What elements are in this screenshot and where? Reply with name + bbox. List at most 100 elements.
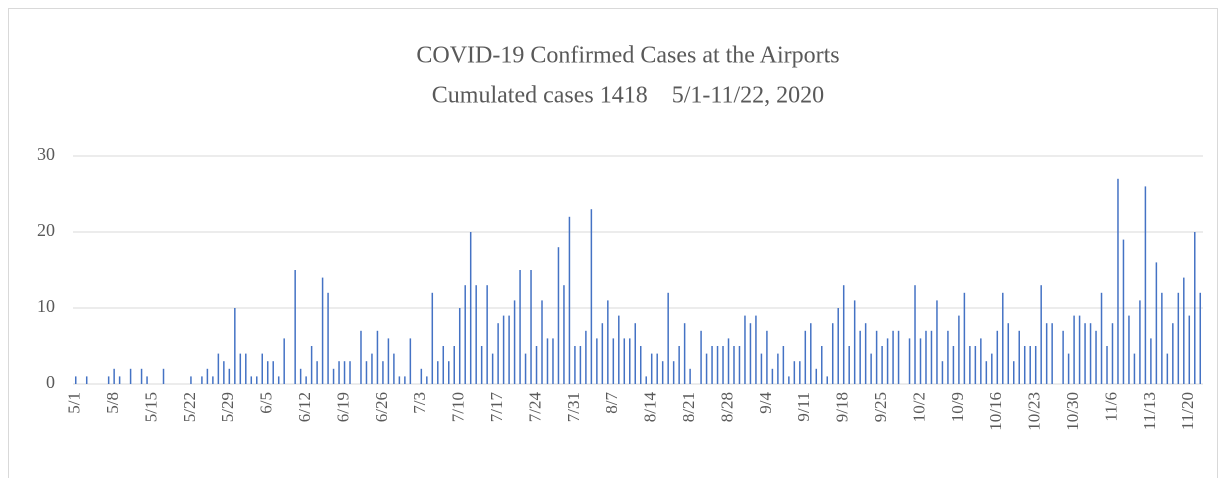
bar [1089, 323, 1092, 384]
bar [393, 353, 395, 384]
bar [842, 285, 845, 384]
bar [524, 353, 527, 384]
bar [261, 353, 263, 384]
bar [228, 368, 231, 384]
bar [908, 338, 911, 384]
bar [486, 285, 488, 384]
bar [991, 353, 993, 384]
bar [760, 353, 763, 384]
x-tick-label: 6/26 [372, 392, 391, 422]
bar [1106, 346, 1108, 384]
bar [678, 346, 680, 384]
bar [722, 346, 724, 384]
bar [711, 346, 713, 384]
bar [519, 270, 521, 384]
bar [426, 376, 428, 384]
bar [700, 330, 702, 384]
bar [201, 376, 203, 384]
bar [497, 323, 499, 384]
bar [212, 376, 214, 384]
bar [1100, 292, 1103, 384]
bar [1188, 315, 1191, 384]
y-tick-label: 0 [46, 372, 55, 392]
bar [650, 353, 653, 384]
chart-title: COVID-19 Confirmed Cases at the Airports [416, 43, 839, 69]
bar [755, 315, 757, 384]
bar [74, 376, 77, 384]
x-tick-label: 9/4 [756, 392, 775, 414]
bar [310, 346, 313, 384]
bar [574, 346, 576, 384]
bar [1161, 292, 1163, 384]
bar [1013, 361, 1015, 384]
bar [349, 361, 351, 384]
bar [1018, 330, 1020, 384]
bar [469, 232, 472, 384]
y-tick-label: 10 [37, 296, 55, 316]
bar [398, 376, 401, 384]
bar [1078, 315, 1081, 384]
bar [453, 346, 455, 384]
bar [535, 346, 538, 384]
bar [826, 376, 828, 384]
bar [607, 300, 609, 384]
bar [941, 361, 944, 384]
bar [464, 285, 466, 384]
chart-frame [8, 8, 1218, 478]
bar [1199, 292, 1202, 384]
bar [980, 338, 982, 384]
bar [996, 330, 999, 384]
bar [1166, 353, 1169, 384]
bar [129, 368, 132, 384]
bar [508, 315, 510, 384]
bar [612, 338, 615, 384]
bar [321, 277, 324, 384]
bar [974, 346, 977, 384]
bar [85, 376, 88, 384]
bar [634, 323, 637, 384]
bar [541, 300, 543, 384]
bar [458, 308, 461, 384]
bar [629, 338, 631, 384]
bar [480, 346, 483, 384]
bar [404, 376, 406, 384]
bar [969, 346, 971, 384]
bar [799, 361, 801, 384]
bar [239, 353, 242, 384]
bar [113, 368, 115, 384]
bar [245, 353, 247, 384]
bar [409, 338, 412, 384]
bar [749, 323, 752, 384]
bar [217, 353, 220, 384]
x-tick-label: 5/22 [180, 392, 199, 422]
bar [886, 338, 889, 384]
bar [875, 330, 878, 384]
bar [1051, 323, 1053, 384]
bar [689, 368, 691, 384]
bar [513, 300, 516, 384]
bar [343, 361, 346, 384]
bar [1133, 353, 1136, 384]
bar [294, 270, 296, 384]
x-tick-label: 9/18 [833, 392, 852, 422]
bar [338, 361, 340, 384]
bar [596, 338, 598, 384]
bar [190, 376, 192, 384]
bar [327, 292, 329, 384]
bar [1144, 186, 1147, 384]
bar [804, 330, 807, 384]
bar [206, 368, 209, 384]
bar [897, 330, 900, 384]
bar [546, 338, 549, 384]
bar [810, 323, 812, 384]
bar [1150, 338, 1152, 384]
bar [1172, 323, 1174, 384]
bar [316, 361, 318, 384]
bar [266, 361, 269, 384]
bar [234, 308, 236, 384]
bar [557, 247, 560, 384]
bar [1183, 277, 1185, 384]
bar [870, 353, 872, 384]
x-tick-label: 8/21 [679, 392, 698, 422]
bar [1095, 330, 1097, 384]
